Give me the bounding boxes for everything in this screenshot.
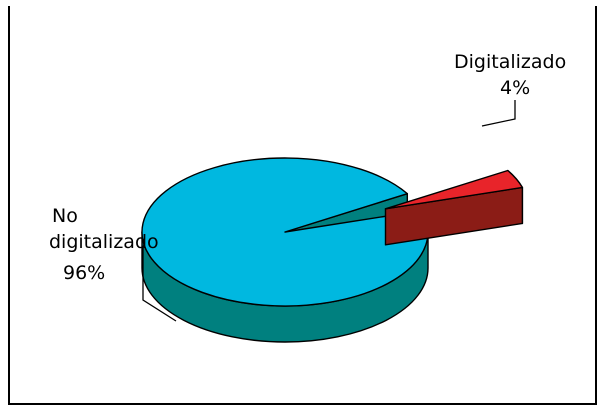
leader-line-digitalizado [481, 100, 516, 127]
label-no-digitalizado-line2: digitalizado [49, 231, 159, 253]
chart-border [8, 6, 597, 405]
leader-line-no-digitalizado [142, 246, 177, 322]
slice-no-digitalizado [141, 157, 429, 307]
label-no-digitalizado-percent: 96% [63, 262, 105, 284]
label-no-digitalizado-line1: No [52, 205, 78, 227]
label-digitalizado-percent: 4% [500, 77, 530, 99]
slice-digitalizado [384, 169, 524, 210]
pie-group [141, 157, 524, 343]
label-digitalizado: Digitalizado [454, 51, 566, 73]
